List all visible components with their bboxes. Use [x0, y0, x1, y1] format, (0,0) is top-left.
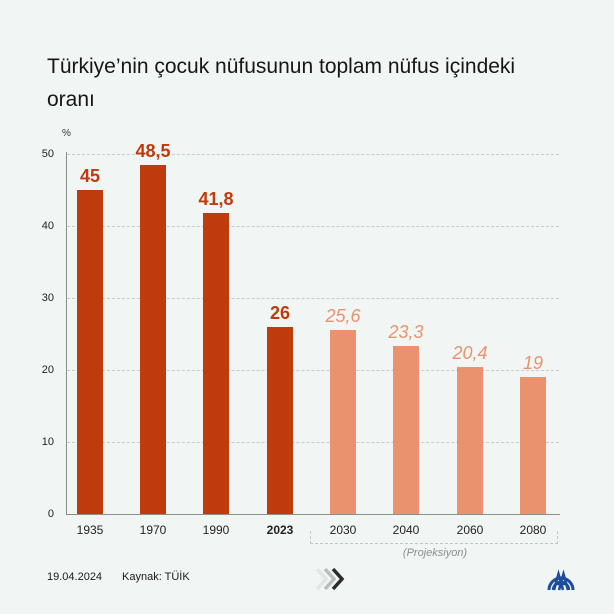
- projection-bracket: [310, 531, 558, 544]
- aa-logo-icon: [546, 564, 576, 597]
- bar-2023: [267, 326, 293, 514]
- bar-2030: [330, 329, 356, 514]
- bar-1970: [140, 164, 166, 514]
- value-label: 26: [269, 302, 291, 323]
- projection-note: (Projeksiyon): [402, 547, 468, 559]
- bar-2060: [457, 367, 483, 514]
- x-axis-line: [66, 514, 560, 515]
- bar-1990: [203, 213, 229, 514]
- triple-chevron-icon: [314, 566, 350, 597]
- y-axis-line: [66, 152, 67, 514]
- value-label: 48,5: [135, 140, 171, 161]
- x-tick-label: 2030: [329, 523, 357, 537]
- y-tick-label: 10: [41, 436, 54, 448]
- y-tick-label: 20: [41, 364, 54, 376]
- x-tick-label: 1935: [76, 523, 104, 537]
- value-label: 45: [79, 166, 101, 186]
- value-label: 20,4: [452, 343, 488, 364]
- y-tick-label: 40: [41, 220, 54, 232]
- footer-date: 19.04.2024: [47, 571, 103, 583]
- x-tick-label: 1970: [139, 523, 167, 537]
- bar-2040: [393, 346, 419, 514]
- gridline: [67, 154, 559, 155]
- gridline: [67, 226, 559, 227]
- y-tick-label: 30: [41, 292, 54, 304]
- footer-source: Kaynak: TÜİK: [122, 571, 190, 583]
- chart-title: Türkiye’nin çocuk nüfusunun toplam nüfus…: [47, 55, 516, 111]
- gridline: [67, 370, 559, 371]
- bar-2080: [520, 377, 546, 514]
- y-tick-label: 0: [47, 508, 54, 520]
- gridline: [67, 442, 559, 443]
- x-tick-label: 2023: [266, 523, 294, 537]
- x-tick-label: 1990: [202, 523, 230, 537]
- x-tick-label: 2060: [456, 523, 484, 537]
- x-tick-label: 2040: [392, 523, 420, 537]
- value-label: 41,8: [198, 189, 234, 210]
- value-label: 19: [522, 353, 544, 374]
- value-label: 23,3: [388, 322, 424, 343]
- y-axis-unit: %: [62, 128, 71, 139]
- bar-1935: [77, 190, 103, 514]
- gridline: [67, 298, 559, 299]
- x-tick-label: 2080: [519, 523, 547, 537]
- value-label: 25,6: [325, 305, 361, 326]
- y-tick-label: 50: [41, 148, 54, 160]
